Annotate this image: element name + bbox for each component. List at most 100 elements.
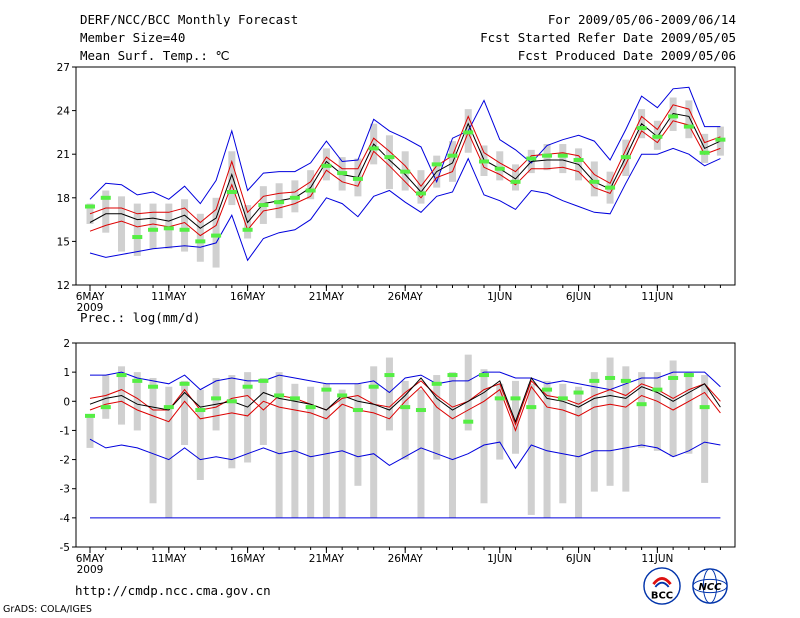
x-tick-label: 6JUN	[566, 291, 591, 303]
observed-marker	[715, 137, 726, 142]
observed-marker	[589, 378, 600, 383]
observed-marker	[321, 163, 332, 168]
observed-marker	[636, 402, 647, 407]
y-tick-label: 15	[57, 236, 70, 248]
y-tick-label: 1	[63, 367, 70, 379]
observed-marker	[494, 166, 505, 171]
ensemble-bar	[165, 386, 173, 518]
observed-marker	[226, 399, 237, 404]
series-line-lower	[89, 120, 721, 237]
observed-marker	[699, 405, 710, 410]
x-tick-label: 26MAY	[388, 553, 424, 565]
y-tick-label: 2	[63, 338, 70, 350]
observed-markers	[85, 114, 726, 244]
bcc-logo: BCC	[643, 567, 681, 605]
ensemble-bar	[244, 372, 252, 463]
grads-credit: GrADS: COLA/IGES	[3, 604, 92, 615]
x-tick-label: 6MAY	[76, 553, 105, 565]
observed-marker	[447, 153, 458, 158]
observed-marker	[479, 159, 489, 164]
observed-marker	[100, 195, 111, 200]
observed-marker	[242, 227, 253, 232]
series-line-max	[89, 86, 721, 205]
x-tick-label: 11JUN	[641, 291, 673, 303]
ensemble-bar	[133, 372, 141, 431]
ensemble-bar	[228, 375, 236, 469]
observed-marker	[85, 204, 95, 209]
ensemble-bar	[433, 375, 441, 460]
observed-marker	[116, 373, 127, 378]
ensemble-bar	[701, 375, 709, 483]
ensemble-bar	[196, 213, 204, 262]
ensemble-bar	[417, 389, 425, 518]
ensemble-bar	[338, 389, 346, 518]
observed-marker	[683, 373, 694, 378]
observed-marker	[620, 155, 631, 160]
series-line-max	[90, 371, 721, 394]
y-tick-label: -1	[60, 425, 70, 437]
ensemble-bar	[575, 386, 583, 518]
observed-marker	[352, 176, 363, 181]
series-line-upper	[89, 104, 721, 224]
observed-marker	[463, 130, 474, 135]
x-tick-label: 11JUN	[641, 553, 673, 565]
ensemble-bar	[512, 380, 520, 454]
ensemble-bar	[559, 144, 567, 174]
ensemble-bar	[653, 372, 661, 451]
ensemble-bar	[512, 164, 520, 191]
observed-marker	[542, 153, 553, 158]
ensemble-bar	[181, 380, 189, 445]
ensemble-bar	[212, 197, 220, 268]
ensemble-bar	[685, 372, 693, 454]
observed-marker	[620, 378, 631, 383]
observed-markers	[85, 373, 710, 424]
series-line-min	[89, 147, 721, 262]
ncc-logo: NCC	[692, 568, 728, 604]
ensemble-bar	[165, 203, 173, 249]
ensemble-bar	[196, 389, 204, 480]
x-tick-sublabel: 2009	[77, 564, 104, 576]
x-tick-label: 1JUN	[487, 291, 512, 303]
x-tick-label: 6MAY	[76, 291, 105, 303]
ensemble-bar	[307, 170, 315, 200]
ensemble-bar	[685, 100, 693, 139]
observed-marker	[510, 396, 521, 401]
x-tick-label: 16MAY	[230, 291, 266, 303]
observed-marker	[352, 408, 363, 413]
x-tick-label: 11MAY	[151, 291, 187, 303]
series-line-mean	[89, 112, 721, 229]
observed-marker	[573, 158, 584, 163]
bcc-logo-text: BCC	[651, 590, 673, 601]
observed-marker	[195, 408, 206, 413]
observed-marker	[337, 171, 348, 176]
ensemble-bar	[464, 354, 472, 431]
ensemble-bar	[590, 161, 598, 197]
observed-marker	[163, 405, 174, 410]
ensemble-bar	[102, 190, 110, 233]
ensemble-bar	[354, 383, 362, 486]
y-tick-label: 21	[57, 149, 70, 161]
x-tick-label: 6JUN	[566, 553, 591, 565]
series-line-upper	[89, 380, 721, 427]
source-url[interactable]: http://cmdp.ncc.cma.gov.cn	[75, 583, 271, 598]
ensemble-bar	[669, 360, 677, 457]
observed-marker	[132, 235, 143, 240]
ensemble-bar	[275, 372, 283, 518]
observed-marker	[289, 195, 300, 200]
observed-marker	[258, 203, 269, 208]
observed-marker	[415, 408, 426, 413]
ensemble-bar	[480, 369, 488, 504]
observed-marker	[668, 375, 679, 380]
ensemble-bar	[149, 203, 157, 249]
observed-marker	[557, 153, 568, 158]
x-tick-label: 21MAY	[309, 291, 345, 303]
observed-marker	[510, 179, 521, 184]
ensemble-bar	[322, 383, 330, 518]
produced-date: Fcst Produced Date 2009/05/06	[517, 48, 736, 63]
y-tick-label: 18	[57, 193, 70, 205]
observed-marker	[463, 419, 474, 424]
observed-marker	[274, 393, 285, 398]
observed-marker	[652, 387, 663, 392]
